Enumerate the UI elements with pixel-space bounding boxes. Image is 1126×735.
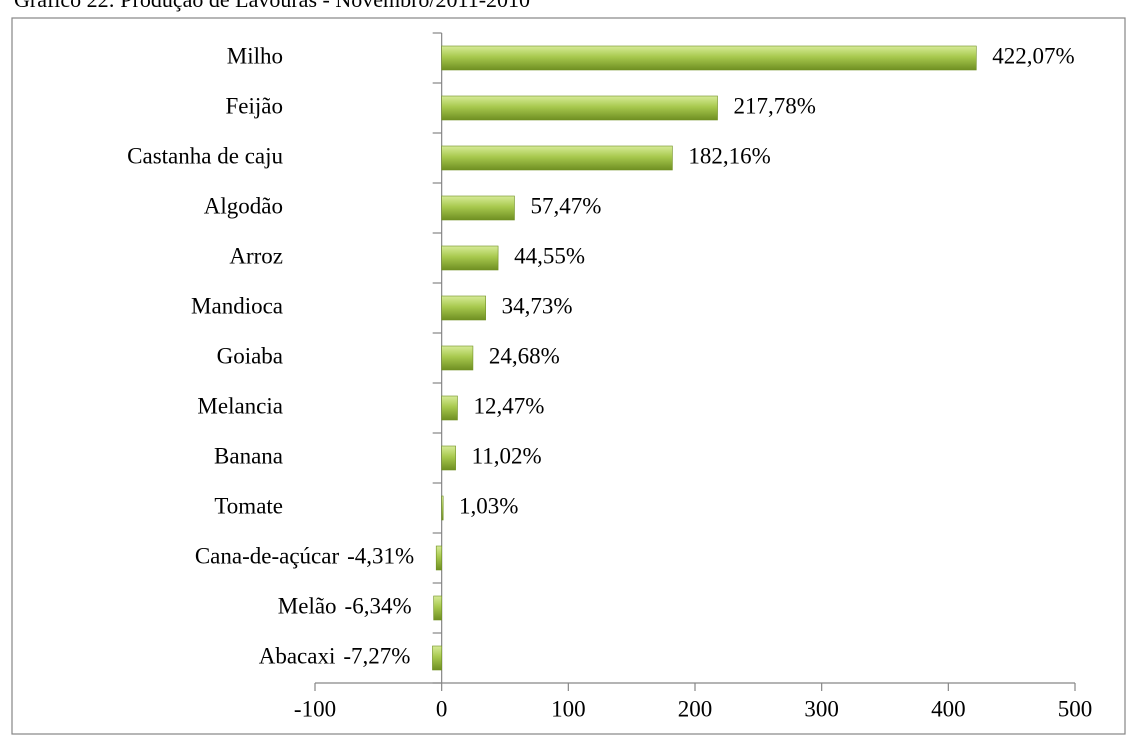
value-label: 422,07% — [992, 43, 1074, 68]
x-tick-label: 300 — [804, 696, 839, 721]
bar — [441, 245, 499, 271]
category-label: Cana-de-açúcar — [195, 543, 340, 568]
category-label: Mandioca — [191, 293, 283, 318]
category-label: Melancia — [197, 393, 283, 418]
category-label: Abacaxi — [259, 643, 336, 668]
value-label: -4,31% — [347, 543, 414, 568]
category-label: Milho — [227, 43, 283, 68]
bar — [441, 445, 456, 471]
category-label: Algodão — [204, 193, 283, 218]
plot-frame — [11, 17, 1126, 735]
value-label: 57,47% — [530, 193, 601, 218]
x-tick-label: 500 — [1058, 696, 1093, 721]
category-label: Goiaba — [217, 343, 283, 368]
value-label: 44,55% — [514, 243, 585, 268]
bar — [441, 145, 673, 171]
bar — [441, 45, 977, 71]
category-label: Feijão — [226, 93, 284, 118]
value-label: 11,02% — [472, 443, 542, 468]
x-tick-label: 0 — [436, 696, 448, 721]
x-tick-label: -100 — [294, 696, 336, 721]
value-label: 12,47% — [473, 393, 544, 418]
bar — [433, 595, 442, 621]
value-label: 24,68% — [489, 343, 560, 368]
bar — [441, 195, 515, 221]
x-tick-label: 400 — [931, 696, 966, 721]
value-label: -6,34% — [345, 593, 412, 618]
bar — [435, 545, 442, 571]
category-label: Arroz — [229, 243, 283, 268]
category-label: Tomate — [214, 493, 283, 518]
category-label: Castanha de caju — [127, 143, 283, 168]
category-label: Melão — [278, 593, 337, 618]
bar — [441, 95, 718, 121]
x-tick-label: 100 — [551, 696, 586, 721]
bar — [441, 345, 474, 371]
x-tick-label: 200 — [678, 696, 713, 721]
value-label: 217,78% — [734, 93, 816, 118]
bar — [441, 495, 444, 521]
chart-title: Gráfico 22: Produção de Lavouras - Novem… — [14, 0, 530, 12]
bar — [441, 295, 486, 321]
value-label: 34,73% — [502, 293, 573, 318]
bar — [441, 395, 458, 421]
value-label: 1,03% — [459, 493, 518, 518]
value-label: -7,27% — [343, 643, 410, 668]
value-label: 182,16% — [688, 143, 770, 168]
category-label: Banana — [214, 443, 283, 468]
bar — [432, 645, 442, 671]
